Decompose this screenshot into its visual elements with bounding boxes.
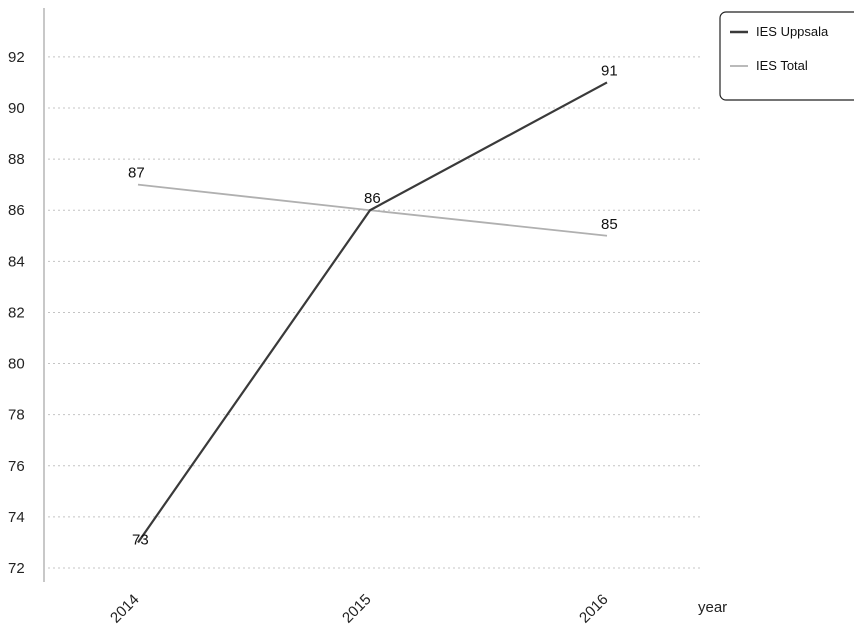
y-tick-label: 76: [8, 458, 25, 475]
y-tick-label: 72: [8, 560, 25, 577]
data-label: 87: [128, 165, 145, 182]
y-tick-label: 78: [8, 407, 25, 424]
x-tick-label: 2014: [107, 591, 143, 627]
data-label: 73: [132, 531, 149, 548]
y-tick-label: 92: [8, 49, 25, 66]
x-axis-ticks: 2014 2015 2016: [107, 591, 612, 627]
y-tick-label: 86: [8, 202, 25, 219]
y-tick-label: 90: [8, 100, 25, 117]
grid-lines: [48, 56, 700, 569]
y-axis-ticks: 72 74 76 78 80 82 84 86 88 90 92: [8, 49, 25, 577]
legend-label: IES Total: [756, 58, 808, 73]
data-label: 91: [601, 62, 618, 79]
x-axis-label: year: [698, 599, 727, 616]
series-lines: [137, 81, 608, 544]
legend-box: [719, 11, 854, 101]
series-line-0: [137, 81, 608, 544]
legend-label: IES Uppsala: [756, 24, 829, 39]
data-label: 86: [364, 190, 381, 207]
x-tick-label: 2015: [339, 591, 375, 627]
legend: IES Uppsala IES Total: [719, 11, 854, 101]
data-labels: 73 86 91 87 85: [128, 62, 618, 548]
x-tick-label: 2016: [576, 591, 612, 627]
y-tick-label: 88: [8, 151, 25, 168]
y-tick-label: 82: [8, 304, 25, 321]
y-tick-label: 80: [8, 356, 25, 373]
y-tick-label: 74: [8, 509, 25, 526]
y-tick-label: 84: [8, 253, 25, 270]
data-label: 85: [601, 216, 618, 233]
